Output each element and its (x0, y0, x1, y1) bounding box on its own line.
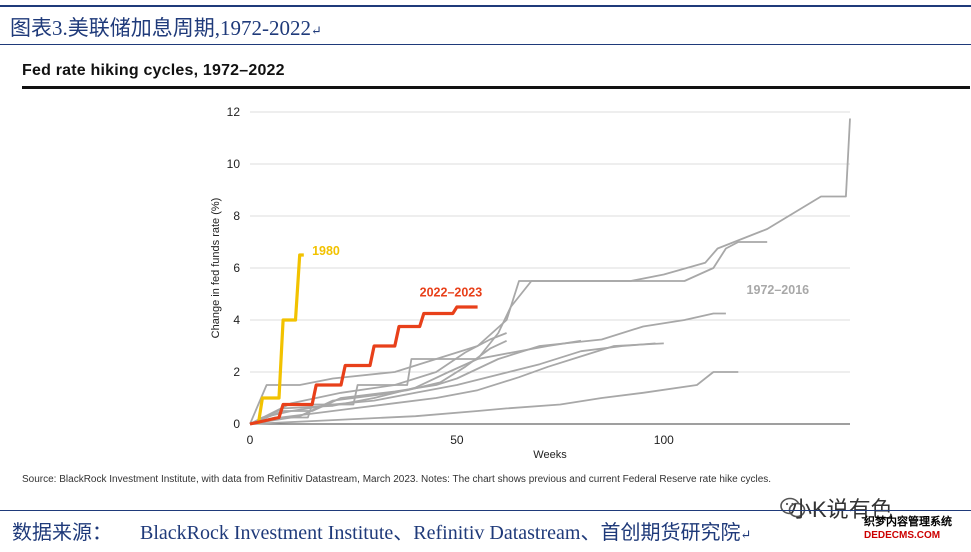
cms-watermark: 织梦内容管理系统 DEDECMS.COM (864, 516, 952, 542)
history-series (249, 118, 851, 425)
chart-title: Fed rate hiking cycles, 1972–2022 (22, 62, 285, 79)
x-axis-label: Weeks (533, 449, 567, 461)
source-note: Source: BlackRock Investment Institute, … (22, 474, 772, 485)
y-tick-label: 4 (233, 313, 240, 327)
x-tick-label: 50 (450, 433, 464, 447)
y-tick-labels: 0 2 4 6 8 10 12 (227, 105, 241, 431)
y-tick-label: 12 (227, 105, 241, 119)
data-source: 数据来源： BlackRock Investment Institute、Refi… (12, 516, 751, 545)
y-axis-label: Change in fed funds rate (%) (210, 198, 222, 339)
y-tick-label: 8 (233, 209, 240, 223)
cms-watermark-cn: 织梦内容管理系统 (864, 516, 952, 528)
x-tick-label: 0 (247, 433, 254, 447)
highlight-series (249, 253, 478, 426)
series-line-0 (256, 253, 304, 425)
caption-return-mark: ↵ (311, 23, 322, 38)
data-source-return-mark: ↵ (740, 527, 752, 542)
series-line-5 (249, 342, 656, 425)
series-line-4 (249, 312, 726, 425)
x-tick-label: 100 (654, 433, 674, 447)
caption-text: 图表3.美联储加息周期,1972-2022 (10, 16, 311, 40)
top-rule (0, 5, 971, 7)
watermark-text: 小K说有色 (790, 497, 893, 522)
series-line-10 (249, 339, 507, 425)
series-line-3 (249, 241, 768, 425)
data-source-text: BlackRock Investment Institute、Refinitiv… (140, 522, 741, 544)
annotation-label: 1980 (312, 244, 340, 258)
y-tick-label: 10 (227, 157, 241, 171)
cms-watermark-en: DEDECMS.COM (864, 530, 941, 541)
data-source-label: 数据来源： (12, 522, 112, 544)
y-tick-label: 2 (233, 365, 240, 379)
bottom-rule (0, 510, 971, 511)
annotation-label: 2022–2023 (420, 286, 483, 300)
gridlines (250, 111, 850, 425)
x-tick-labels: 0 50 100 (247, 433, 674, 447)
series-line-2 (249, 118, 851, 425)
annotation-label: 1972–2016 (747, 283, 810, 297)
series-line-7 (249, 339, 582, 425)
y-tick-label: 6 (233, 261, 240, 275)
series-line-9 (249, 371, 739, 425)
series-line-1 (249, 305, 478, 426)
y-tick-label: 0 (233, 417, 240, 431)
series-line-8 (249, 332, 507, 425)
figure-caption: 图表3.美联储加息周期,1972-2022↵ (10, 12, 322, 42)
caption-rule (0, 44, 971, 45)
annotations: 1980 2022–2023 1972–2016 (312, 244, 809, 300)
chart-title-rule (22, 86, 970, 89)
